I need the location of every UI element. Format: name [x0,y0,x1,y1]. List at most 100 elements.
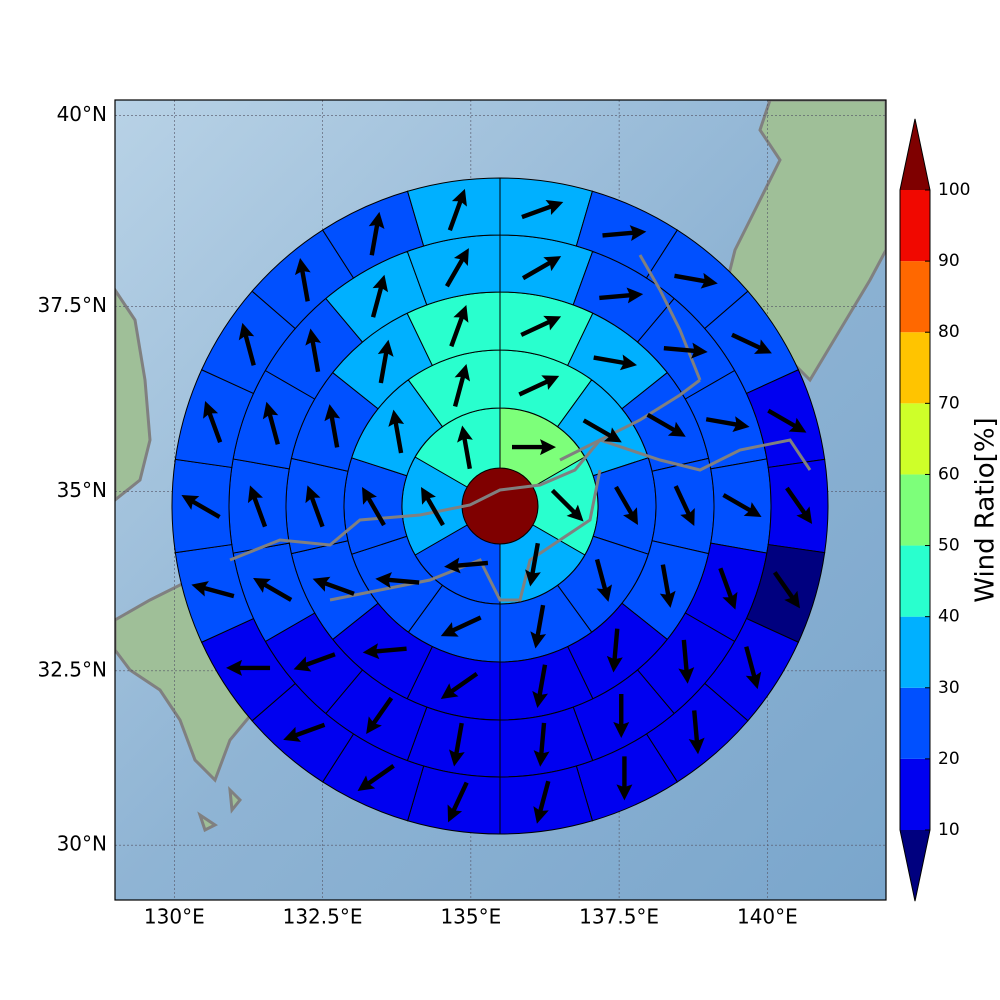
wind-arrow [362,643,407,660]
wind-arrow [444,248,469,288]
colorbar-tick-label: 100 [938,180,970,200]
wind-arrow [312,576,355,596]
wind-arrow [614,485,638,526]
wind-arrow [283,722,326,742]
wind-arrow [226,659,271,676]
wind-arrow [521,256,562,281]
plot-frame [114,99,887,901]
wind-arrow [388,409,405,454]
colorbar-tick-label: 40 [938,607,960,627]
wind-arrow [688,710,705,755]
colorbar-bin [900,545,930,617]
wind-arrow [440,615,482,637]
wind-arrow [613,694,630,739]
wind-arrow [525,542,541,587]
sector [499,765,594,835]
wind-arrow [368,211,385,256]
wind-arrow [262,401,280,445]
wind-arrow [616,756,633,801]
y-tick-label: 35°N [57,478,107,502]
y-tick-label: 32.5°N [38,657,108,681]
wind-arrow [518,375,560,397]
colorbar-bin [900,758,930,830]
wind-arrow [253,577,293,602]
wind-arrow [447,188,467,231]
wind-arrow [731,332,772,354]
x-tick-label: 137.5°E [579,905,659,929]
colorbar: 10 20 30 40 50 60 70 80 90 100 [899,118,970,902]
wind-arrow [718,567,738,610]
colorbar-under [900,830,930,902]
coast-shikoku-kii [329,469,602,602]
wind-arrow [362,486,386,527]
colorbar-tick-label: 90 [938,251,960,271]
wind-arrow [357,764,395,792]
colorbar-tick-label: 70 [938,393,960,413]
wind-arrow [533,780,551,824]
wind-arrow [550,488,584,522]
colorbar-tick-label: 60 [938,464,960,484]
x-tick-label: 140°E [737,905,798,929]
coast-honshu [229,378,701,562]
wind-arrow [457,425,473,470]
sectors [171,177,829,835]
wind-arrow [521,199,564,220]
colorbar-tick-label: 30 [938,678,960,698]
colorbar-tick-label: 10 [938,820,960,840]
colorbar-tick-label: 20 [938,749,960,769]
sector [406,177,501,247]
wind-arrow [533,722,550,767]
wind-arrow [377,339,394,384]
colorbar-over [900,118,930,190]
wind-arrow [238,322,256,366]
coast-honshu-north [638,254,702,381]
wind-arrow [305,328,322,373]
wind-arrow [449,304,469,348]
colorbar-bin [900,332,930,404]
x-tick-label: 132.5°E [283,905,363,929]
wind-arrow [293,652,336,672]
sector [406,765,501,835]
wind-arrow [663,342,708,359]
y-tick-label: 37.5°N [38,293,108,317]
wind-arrow [530,604,547,649]
wind-arrow [593,354,638,371]
sector [499,177,594,247]
wind-arrow [772,571,800,609]
colorbar-bin [900,616,930,688]
wind-arrow [370,274,389,318]
wind-arrow [191,581,235,599]
wind-arrow [582,418,622,443]
colorbar-tick-label: 50 [938,536,960,556]
wind-arrow [294,257,311,302]
colorbar-label: Wind Ratio[%] [971,417,1000,602]
wind-arrow [678,639,695,684]
wind-arrow [324,404,341,448]
wind-arrow [375,572,420,589]
land-korea [115,287,152,502]
colorbar-bin [900,403,930,475]
arrows [181,188,813,824]
wind-arrow [705,416,750,432]
coastline [229,254,812,602]
wind-arrow [181,495,221,519]
wind-arrow [674,272,718,289]
wind-arrow [247,485,268,528]
wind-arrow [785,486,813,525]
coast-kanto [559,438,812,472]
wind-arrow [599,287,644,304]
wind-arrow [673,485,695,526]
wind-arrow [421,486,445,527]
wind-arrow [366,696,394,735]
x-tick-label: 130°E [144,905,205,929]
y-tick-label: 30°N [57,832,107,856]
land-islands [197,785,243,833]
y-tick-label: 40°N [57,102,107,126]
wind-arrow [722,493,762,517]
wind-arrow [606,628,623,673]
wind-arrow [444,557,489,574]
wind-arrow [767,408,807,433]
wind-arrow [602,225,647,242]
wind-arrow [646,412,686,437]
